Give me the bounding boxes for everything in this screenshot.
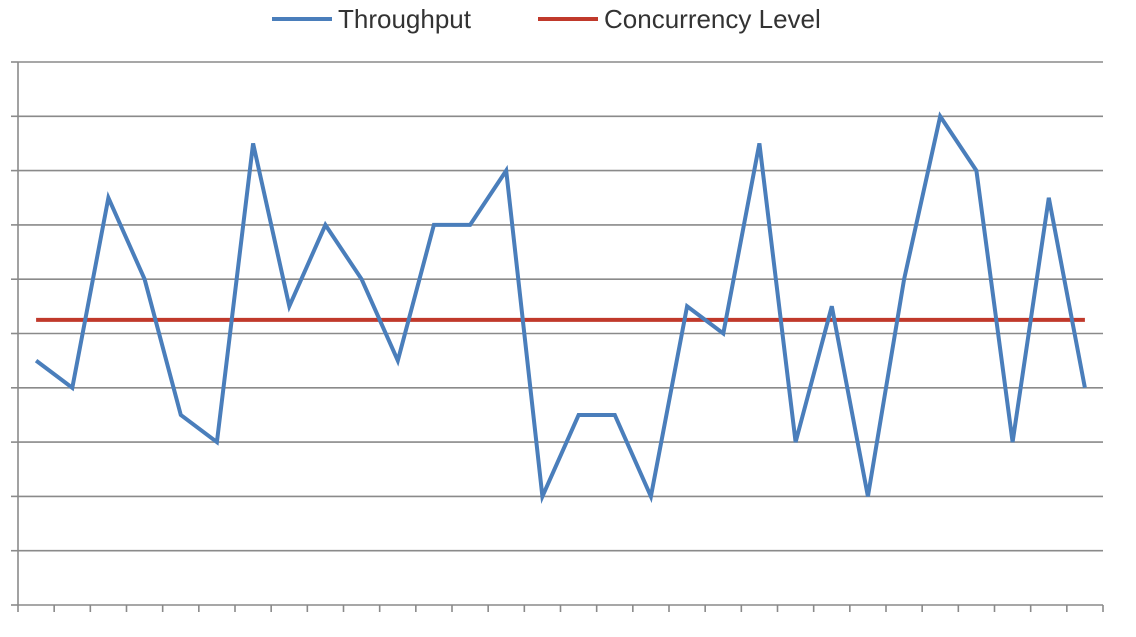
throughput-point [902,277,906,281]
concurrency-level-point [1047,318,1051,322]
concurrency-level-point [34,318,38,322]
concurrency-level-point [757,318,761,322]
chart-legend: Throughput Concurrency Level [0,0,1136,45]
throughput-point [323,223,327,227]
throughput-point [1083,386,1087,390]
concurrency-level-point [360,318,364,322]
concurrency-level-point [613,318,617,322]
concurrency-level-point [396,318,400,322]
throughput-point [577,413,581,417]
throughput-point [866,494,870,498]
throughput-line [34,111,1087,504]
throughput-point [938,114,942,118]
concurrency-level-point [106,318,110,322]
concurrency-level-point [215,318,219,322]
throughput-point [215,440,219,444]
concurrency-level-point [577,318,581,322]
concurrency-level-point [866,318,870,322]
legend-swatch-concurrency [538,17,598,21]
throughput-point [34,359,38,363]
throughput-point [70,386,74,390]
legend-label-throughput: Throughput [338,3,471,34]
throughput-point [106,196,110,200]
throughput-point [540,494,544,498]
throughput-point [143,277,147,281]
throughput-point [468,223,472,227]
throughput-point [757,141,761,145]
throughput-point [504,169,508,173]
throughput-point [974,169,978,173]
throughput-point [1047,196,1051,200]
concurrency-level-point [143,318,147,322]
throughput-point [830,304,834,308]
concurrency-level-point [540,318,544,322]
throughput-point [685,304,689,308]
concurrency-level-point [323,318,327,322]
concurrency-level-point [938,318,942,322]
concurrency-level-point [902,318,906,322]
throughput-point [287,304,291,308]
concurrency-level-point [1011,318,1015,322]
legend-swatch-throughput [272,17,332,21]
legend-item-throughput: Throughput [272,4,471,34]
concurrency-level-point [974,318,978,322]
throughput-point [396,359,400,363]
concurrency-level-point [251,318,255,322]
throughput-point [721,332,725,336]
throughput-point [613,413,617,417]
concurrency-level-point [70,318,74,322]
concurrency-level-point [468,318,472,322]
concurrency-level-point [649,318,653,322]
throughput-point [1011,440,1015,444]
concurrency-level-point [432,318,436,322]
throughput-point [251,141,255,145]
throughput-point [794,440,798,444]
concurrency-level-point [504,318,508,322]
concurrency-level-point [1083,318,1087,322]
concurrency-level-point [179,318,183,322]
throughput-point [360,277,364,281]
throughput-point [179,413,183,417]
legend-label-concurrency: Concurrency Level [604,3,821,34]
throughput-point [432,223,436,227]
legend-item-concurrency: Concurrency Level [538,4,821,34]
throughput-point [649,494,653,498]
concurrency-level-point [794,318,798,322]
concurrency-level-point [287,318,291,322]
